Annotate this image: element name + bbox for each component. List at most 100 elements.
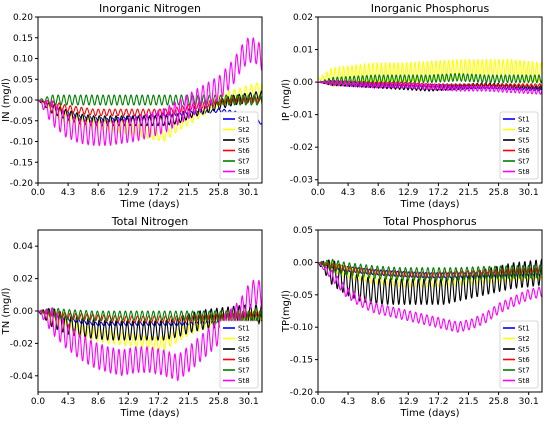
x-tick-label: 0.0 — [311, 397, 326, 407]
y-tick-label: 0.05 — [13, 75, 33, 85]
y-tick-label: -0.02 — [10, 339, 33, 349]
chart-panel-2: 0.0 4.3 8.6 12.9 17.2 21.5 25.8 30.1 -0.03 -0.02 -… — [281, 2, 543, 210]
chart-panel-1: 0.0 4.3 8.6 12.9 17.2 21.5 25.8 30.1 -0.20 -0.15 -… — [1, 2, 263, 210]
x-tick-label: 17.2 — [148, 188, 168, 198]
legend-entry-st2: St2 — [518, 335, 530, 343]
legend-entry-st6: St6 — [238, 356, 250, 364]
series-line-st7 — [318, 258, 542, 282]
legend-entry-st1: St1 — [238, 325, 250, 333]
series-line-st8 — [38, 37, 262, 147]
y-axis-label: TP(mg/l) — [281, 290, 292, 333]
x-tick-label: 12.9 — [398, 397, 418, 407]
legend-entry-st7: St7 — [518, 367, 530, 375]
legend-entry-st1: St1 — [238, 116, 250, 124]
x-tick-label: 4.3 — [61, 397, 75, 407]
y-tick-label: 0.00 — [13, 307, 33, 317]
x-tick-label: 4.3 — [341, 188, 355, 198]
series-group — [318, 258, 542, 333]
y-tick-label: -0.01 — [290, 111, 313, 121]
legend: St1 St2 St5 St6 St7 St8 — [219, 320, 259, 389]
axes-frame — [317, 16, 543, 184]
x-axis-label: Time (days) — [399, 408, 459, 419]
x-tick-label: 12.9 — [118, 188, 138, 198]
legend-entry-st6: St6 — [518, 147, 530, 155]
x-tick-label: 8.6 — [371, 397, 386, 407]
legend-entry-st1: St1 — [518, 325, 530, 333]
chart-title: Inorganic Phosphorus — [371, 2, 490, 15]
x-tick-label: 0.0 — [31, 397, 46, 407]
y-tick-label: -0.15 — [10, 158, 33, 168]
chart-title: Total Nitrogen — [111, 215, 189, 228]
legend: St1 St2 St5 St6 St7 St8 — [499, 320, 539, 389]
series-group — [38, 279, 262, 382]
x-tick-label: 30.1 — [239, 188, 259, 198]
y-tick-label: -0.05 — [10, 117, 33, 127]
y-tick-label: 0.15 — [13, 34, 33, 44]
x-tick-label: 30.1 — [239, 397, 259, 407]
x-tick-label: 21.5 — [178, 188, 198, 198]
legend-entry-st5: St5 — [238, 346, 250, 354]
legend-entry-st8: St8 — [238, 168, 250, 176]
y-tick-label: 0.10 — [13, 55, 33, 65]
y-tick-label: -0.20 — [10, 179, 34, 189]
series-line-st6 — [38, 96, 262, 117]
legend-entry-st8: St8 — [238, 377, 250, 385]
legend-entry-st5: St5 — [518, 137, 530, 145]
x-tick-label: 25.8 — [209, 397, 229, 407]
series-line-st8 — [318, 79, 542, 95]
legend-entry-st5: St5 — [518, 346, 530, 354]
legend-entry-st7: St7 — [518, 158, 530, 166]
y-axis-label: IN (mg/l) — [1, 78, 12, 122]
y-tick-label: -0.04 — [10, 372, 34, 382]
legend-entry-st6: St6 — [238, 147, 250, 155]
legend-entry-st7: St7 — [238, 367, 250, 375]
y-tick-label: -0.05 — [290, 291, 313, 301]
legend-entry-st1: St1 — [518, 116, 530, 124]
x-tick-label: 12.9 — [398, 188, 418, 198]
y-tick-label: -0.03 — [290, 176, 313, 186]
x-tick-label: 17.2 — [428, 397, 448, 407]
x-tick-label: 8.6 — [91, 188, 106, 198]
y-axis-label: TN (mg/l) — [1, 288, 12, 336]
chart-title: Inorganic Nitrogen — [99, 2, 201, 15]
series-line-st8 — [318, 262, 542, 333]
series-line-st7 — [38, 94, 262, 106]
y-tick-label: 0.00 — [293, 258, 313, 268]
x-tick-label: 17.2 — [428, 188, 448, 198]
axes-frame — [317, 229, 543, 393]
x-tick-label: 4.3 — [341, 397, 355, 407]
series-line-st2 — [318, 58, 542, 88]
legend: St1 St2 St5 St6 St7 St8 — [219, 111, 259, 180]
y-tick-label: 0.05 — [293, 226, 313, 236]
series-group — [38, 37, 262, 147]
y-tick-label: -0.20 — [290, 388, 314, 398]
chart-title: Total Phosphorus — [382, 215, 476, 228]
x-axis-label: Time (days) — [399, 199, 459, 210]
chart-panel-4: 0.0 4.3 8.6 12.9 17.2 21.5 25.8 30.1 -0.20 -0.15 -… — [281, 215, 543, 419]
x-tick-label: 25.8 — [489, 397, 509, 407]
series-group — [318, 58, 542, 95]
legend-entry-st2: St2 — [518, 126, 530, 134]
x-tick-label: 0.0 — [31, 188, 46, 198]
x-tick-label: 30.1 — [519, 188, 539, 198]
y-tick-label: 0.04 — [13, 242, 33, 252]
series-line-st5 — [318, 258, 542, 306]
series-line-st8 — [38, 279, 262, 382]
x-axis-label: Time (days) — [119, 199, 179, 210]
legend: St1 St2 St5 St6 St7 St8 — [499, 111, 539, 180]
x-tick-label: 25.8 — [209, 188, 229, 198]
y-tick-label: -0.10 — [10, 138, 34, 148]
legend-entry-st6: St6 — [518, 356, 530, 364]
x-axis-label: Time (days) — [119, 408, 179, 419]
x-tick-label: 17.2 — [148, 397, 168, 407]
x-tick-label: 21.5 — [178, 397, 198, 407]
y-axis-label: IP (mg/l) — [281, 79, 292, 121]
y-tick-label: -0.10 — [290, 323, 314, 333]
x-tick-label: 21.5 — [458, 188, 478, 198]
x-tick-label: 30.1 — [519, 397, 539, 407]
y-tick-label: 0.00 — [293, 78, 313, 88]
x-tick-label: 0.0 — [311, 188, 326, 198]
series-line-st7 — [318, 72, 542, 86]
legend-entry-st2: St2 — [238, 335, 250, 343]
